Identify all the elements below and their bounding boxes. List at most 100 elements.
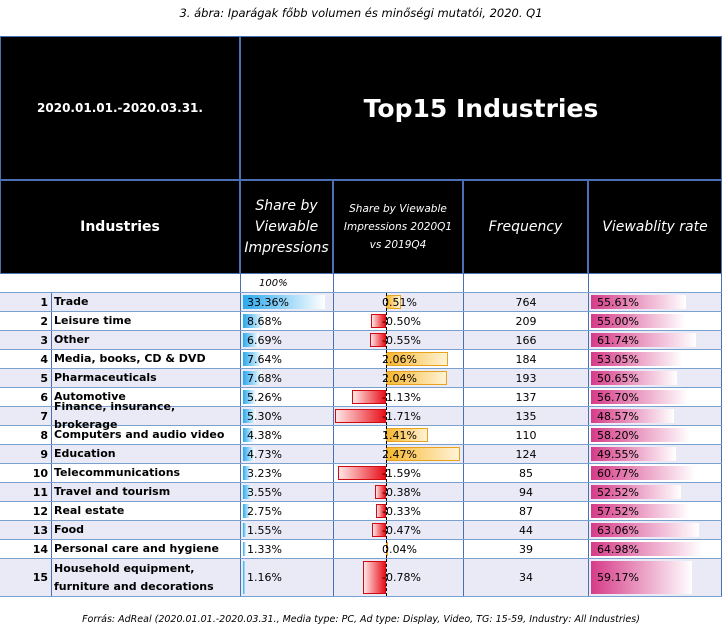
table-row: 10 Telecommunications 3.23% -1.59% 85 60.77%	[0, 464, 722, 483]
industry-name: Other	[54, 333, 90, 346]
share-cell: 4.73%	[240, 445, 333, 463]
share-value: 3.23%	[247, 466, 282, 480]
frequency-value: 135	[463, 407, 588, 425]
table-row: 14 Personal care and hygiene 1.33% 0.04% 39 6…	[0, 540, 722, 559]
share-value: 4.38%	[247, 428, 282, 442]
viewability-bar	[591, 390, 688, 404]
change-axis	[386, 350, 387, 368]
frequency-value: 44	[463, 521, 588, 539]
change-value: -1.71%	[382, 409, 421, 423]
change-value: -1.13%	[382, 390, 421, 404]
viewability-cell: 55.61%	[588, 293, 722, 311]
share-value: 5.26%	[247, 390, 282, 404]
share-value: 1.16%	[247, 571, 282, 584]
change-value: 1.41%	[382, 428, 417, 442]
change-cell: 1.41%	[333, 426, 463, 444]
change-cell: -1.71%	[333, 407, 463, 425]
change-bar	[371, 314, 386, 328]
table-row: 12 Real estate 2.75% -0.33% 87 57.52%	[0, 502, 722, 521]
change-value: -0.55%	[382, 333, 421, 347]
share-value: 4.73%	[247, 447, 282, 461]
table-row: 9 Education 4.73% 2.47% 124 49.55%	[0, 445, 722, 464]
industry-name: Education	[54, 447, 116, 460]
viewability-cell: 63.06%	[588, 521, 722, 539]
industry-name: Travel and tourism	[54, 485, 171, 498]
viewability-cell: 58.20%	[588, 426, 722, 444]
row-rank: 13	[0, 521, 52, 539]
change-cell: -0.38%	[333, 483, 463, 501]
table-row: 11 Travel and tourism 3.55% -0.38% 94 52.52%	[0, 483, 722, 502]
share-cell: 33.36%	[240, 293, 333, 311]
viewability-cell: 61.74%	[588, 331, 722, 349]
share-bar	[243, 295, 325, 309]
share-value: 3.55%	[247, 485, 282, 499]
header-frequency: Frequency	[463, 180, 588, 274]
share-cell: 7.68%	[240, 369, 333, 387]
share-value: 33.36%	[247, 295, 289, 309]
header-industries: Industries	[0, 180, 240, 274]
change-axis	[386, 369, 387, 387]
change-cell: 0.04%	[333, 540, 463, 558]
share-bar	[243, 352, 262, 366]
viewability-value: 55.61%	[597, 295, 639, 309]
change-cell: -0.50%	[333, 312, 463, 330]
viewability-cell: 50.65%	[588, 369, 722, 387]
frequency-value: 124	[463, 445, 588, 463]
frequency-value: 209	[463, 312, 588, 330]
share-cell: 6.69%	[240, 331, 333, 349]
viewability-bar	[591, 371, 678, 385]
share-bar	[243, 333, 260, 347]
viewability-value: 52.52%	[597, 485, 639, 499]
viewability-value: 63.06%	[597, 523, 639, 537]
viewability-bar	[591, 561, 692, 594]
change-axis	[386, 331, 387, 349]
viewability-cell: 56.70%	[588, 388, 722, 406]
industry-name: Leisure time	[54, 314, 132, 327]
change-value: -1.59%	[382, 466, 421, 480]
viewability-bar	[591, 295, 686, 309]
change-bar	[374, 485, 386, 499]
change-bar	[369, 333, 386, 347]
viewability-bar	[591, 523, 699, 537]
frequency-value: 87	[463, 502, 588, 520]
change-axis	[386, 426, 387, 444]
share-cell: 1.33%	[240, 540, 333, 558]
viewability-value: 49.55%	[597, 447, 639, 461]
industry-name: Media, books, CD & DVD	[54, 352, 206, 365]
source-footnote: Forrás: AdReal (2020.01.01.-2020.03.31.,…	[82, 614, 640, 625]
viewability-bar	[591, 447, 676, 461]
table-body: 1 Trade 33.36% 0.51% 764 55.61% 2 Leisure time 8…	[0, 293, 722, 597]
change-axis	[386, 445, 387, 463]
share-value: 5.30%	[247, 409, 282, 423]
viewability-cell: 49.55%	[588, 445, 722, 463]
total-frequency-cell	[463, 274, 588, 292]
industry-name: Real estate	[54, 504, 125, 517]
frequency-value: 764	[463, 293, 588, 311]
change-bar	[334, 409, 386, 423]
period-label: 2020.01.01.-2020.03.31.	[0, 36, 240, 180]
viewability-cell: 60.77%	[588, 464, 722, 482]
share-bar	[243, 466, 251, 480]
figure-caption: 3. ábra: Iparágak főbb volumen és minősé…	[179, 6, 543, 20]
share-cell: 2.75%	[240, 502, 333, 520]
change-value: 2.47%	[382, 447, 417, 461]
viewability-value: 48.57%	[597, 409, 639, 423]
change-axis	[386, 540, 387, 558]
change-axis	[386, 388, 387, 406]
change-value: 0.04%	[382, 542, 417, 556]
industry-name: Food	[54, 523, 85, 536]
viewability-bar	[591, 504, 690, 518]
share-cell: 7.64%	[240, 350, 333, 368]
share-cell: 5.26%	[240, 388, 333, 406]
change-cell: -1.13%	[333, 388, 463, 406]
table-row: 7 Finance, insurance, brokerage 5.30% -1.71…	[0, 400, 722, 431]
frequency-value: 34	[463, 559, 588, 596]
table-row: 1 Trade 33.36% 0.51% 764 55.61%	[0, 293, 722, 312]
industry-name: Trade	[54, 295, 89, 308]
share-cell: 1.55%	[240, 521, 333, 539]
share-cell: 8.68%	[240, 312, 333, 330]
row-rank: 7	[0, 407, 52, 425]
viewability-cell: 52.52%	[588, 483, 722, 501]
viewability-bar	[591, 352, 682, 366]
row-rank: 4	[0, 350, 52, 368]
